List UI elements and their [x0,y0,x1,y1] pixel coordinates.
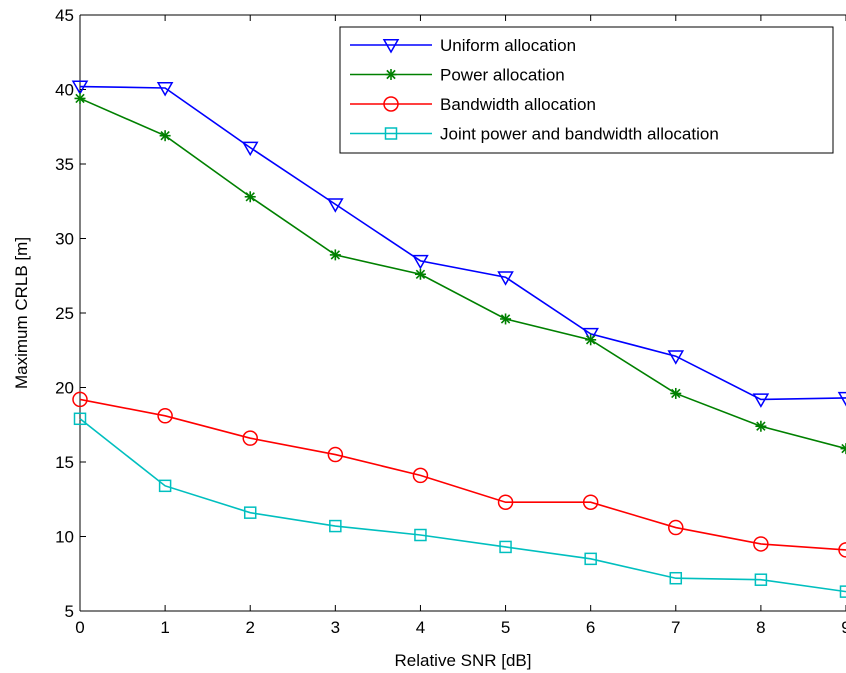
series-line-1 [79,97,846,450]
x-tick-label: 7 [671,618,680,637]
data-point-s3 [499,540,512,554]
data-point-s0 [241,141,259,157]
data-point-s3 [584,552,597,566]
x-tick-label: 1 [160,618,169,637]
data-point-s1 [585,334,597,346]
x-tick-label: 8 [756,618,765,637]
data-point-s3 [329,519,342,533]
data-point-s0 [71,80,89,96]
legend-item: Joint power and bandwidth allocation [350,125,719,144]
data-point-s2 [383,96,399,112]
series-3 [73,412,846,598]
legend-item: Uniform allocation [350,36,576,55]
series-1 [74,92,846,455]
x-tick-label: 4 [416,618,425,637]
data-point-s0 [667,350,685,365]
x-tick-label: 0 [75,618,84,637]
data-point-s0 [497,271,514,286]
series-layer [71,80,846,598]
data-point-s2 [242,430,258,446]
data-point-s0 [582,327,599,343]
data-point-s3 [669,571,683,585]
y-tick-label: 5 [65,602,74,621]
data-point-s0 [156,82,174,97]
x-tick-label: 6 [586,618,595,637]
data-point-s2 [668,519,684,536]
y-axis-label: Maximum CRLB [m] [12,237,31,389]
legend-label: Joint power and bandwidth allocation [440,125,719,144]
data-point-s1 [244,191,256,203]
data-point-s1 [74,92,86,104]
data-point-s2 [497,494,514,510]
legend-label: Power allocation [440,66,565,85]
data-point-s3 [73,412,87,426]
ticks: 012345678951015202530354045 [55,6,846,637]
y-tick-label: 40 [55,81,74,100]
y-tick-label: 10 [55,528,74,547]
data-point-s1 [755,420,767,432]
data-point-s1 [385,69,397,80]
data-point-s3 [243,506,257,519]
x-tick-label: 9 [841,618,846,637]
x-axis-label: Relative SNR [dB] [395,651,532,670]
legend-box [339,26,834,154]
data-point-s1 [329,249,341,261]
data-point-s1 [159,130,171,142]
series-2 [72,391,846,558]
data-point-s3 [158,479,172,493]
data-point-s2 [838,542,846,558]
data-point-s3 [839,585,846,598]
data-point-s0 [752,393,770,408]
series-0 [71,80,846,408]
data-point-s1 [500,313,512,325]
legend-item: Bandwidth allocation [350,95,596,114]
data-point-s2 [327,446,344,463]
x-tick-label: 5 [501,618,510,637]
data-point-s0 [327,198,344,213]
y-tick-label: 25 [55,304,74,323]
data-point-s1 [670,387,682,399]
data-point-s2 [582,494,599,510]
legend-label: Uniform allocation [440,36,576,55]
y-tick-label: 30 [55,230,74,249]
legend: Uniform allocation Power allocation Bandwi… [339,26,834,154]
data-point-s1 [414,268,426,280]
data-point-s3 [414,528,427,542]
data-point-s1 [840,443,846,455]
series-line-2 [79,398,846,551]
data-point-s2 [412,467,429,484]
data-point-s3 [754,573,768,586]
data-point-s2 [72,391,88,408]
x-tick-label: 3 [331,618,340,637]
y-tick-label: 35 [55,155,74,174]
y-tick-label: 15 [55,453,74,472]
data-point-s0 [412,254,429,270]
data-point-s3 [384,127,398,140]
data-point-s0 [837,391,846,407]
y-tick-label: 20 [55,379,74,398]
legend-label: Bandwidth allocation [440,95,596,114]
series-line-0 [79,85,846,401]
series-line-3 [79,418,846,593]
data-point-s2 [157,408,173,424]
legend-item: Power allocation [350,66,565,85]
data-point-s0 [382,39,400,54]
y-tick-label: 45 [55,6,74,25]
x-tick-label: 2 [245,618,254,637]
data-point-s2 [753,536,769,552]
